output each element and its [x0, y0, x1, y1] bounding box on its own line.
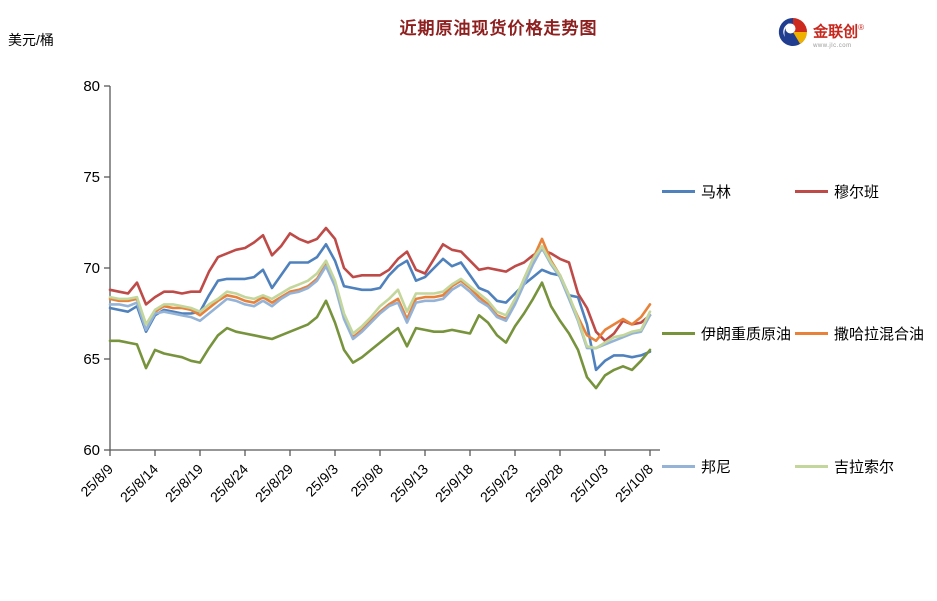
- legend-label-yilangzhongzhi: 伊朗重质原油: [701, 326, 792, 343]
- legend-label-sahala: 撒哈拉混合油: [834, 326, 925, 343]
- x-tick-label: 25/8/24: [207, 461, 251, 505]
- legend-label-jilasuoer: 吉拉索尔: [834, 459, 895, 476]
- legend-item-bangni: 邦尼: [662, 456, 731, 477]
- series-line-撒哈拉混合油: [108, 237, 652, 343]
- registered-mark: ®: [858, 23, 864, 32]
- legend-label-bangni: 邦尼: [701, 459, 732, 476]
- legend-item-sahala: 撒哈拉混合油: [795, 323, 924, 344]
- brand-site: www.jlc.com: [813, 43, 852, 50]
- x-tick-label: 25/9/18: [432, 461, 476, 505]
- x-tick-label: 25/10/3: [567, 461, 611, 505]
- chart-title: 近期原油现货价格走势图: [399, 19, 598, 38]
- brand-name: 金联创: [813, 23, 859, 41]
- series-line-伊朗重质原油: [108, 281, 652, 390]
- y-tick-label: 60: [83, 442, 100, 459]
- x-tick-label: 25/8/9: [77, 461, 116, 500]
- y-tick-label: 65: [83, 351, 100, 368]
- legend-swatch-yilangzhongzhi: [662, 332, 695, 335]
- legend-swatch-malin: [662, 190, 695, 193]
- brand-logo-icon: [778, 17, 808, 46]
- x-tick-label: 25/8/14: [117, 461, 161, 505]
- legend-label-muerban: 穆尔班: [834, 184, 880, 201]
- legend-swatch-sahala: [795, 332, 828, 335]
- y-axis-unit-label: 美元/桶: [8, 32, 54, 48]
- legend-label-malin: 马林: [701, 184, 732, 201]
- x-tick-label: 25/8/29: [252, 461, 296, 505]
- x-tick-label: 25/9/23: [477, 461, 521, 505]
- x-tick-label: 25/9/13: [387, 461, 431, 505]
- legend-item-muerban: 穆尔班: [795, 181, 879, 202]
- legend-swatch-jilasuoer: [795, 465, 828, 468]
- brand-logo: 金联创® www.jlc.com: [777, 16, 864, 54]
- x-tick-label: 25/8/19: [162, 461, 206, 505]
- legend-swatch-muerban: [795, 190, 828, 193]
- series-line-穆尔班: [108, 226, 652, 343]
- legend-item-jilasuoer: 吉拉索尔: [795, 456, 894, 477]
- legend-swatch-bangni: [662, 465, 695, 468]
- x-tick-label: 25/9/3: [302, 461, 341, 500]
- y-tick-label: 75: [83, 169, 100, 186]
- x-tick-label: 25/9/28: [522, 461, 566, 505]
- legend-item-yilangzhongzhi: 伊朗重质原油: [662, 323, 791, 344]
- series-line-吉拉索尔: [108, 244, 652, 350]
- x-tick-label: 25/9/8: [347, 461, 386, 500]
- legend-item-malin: 马林: [662, 181, 731, 202]
- x-tick-label: 25/10/8: [612, 461, 656, 505]
- axes: [109, 86, 660, 451]
- y-tick-label: 80: [83, 78, 100, 95]
- y-tick-label: 70: [83, 260, 100, 277]
